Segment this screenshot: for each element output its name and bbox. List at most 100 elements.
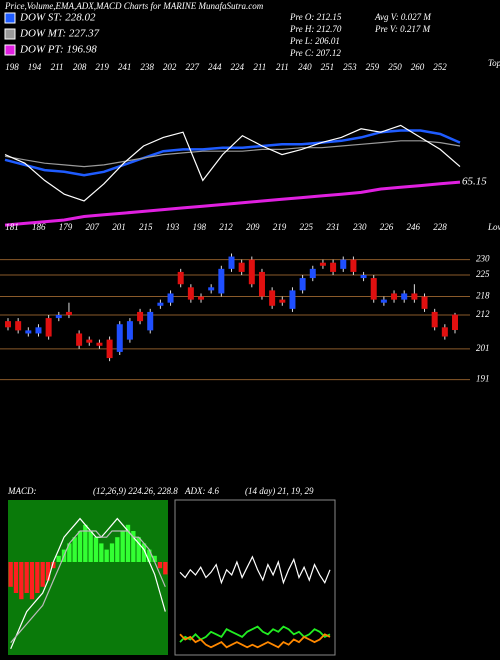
low-label: 226 [380,222,394,232]
panel-subtitle: (12,26,9) 224.26, 228.8 [93,486,178,496]
candle-body [452,314,458,331]
histogram-bar [24,562,29,593]
stat: Avg V: 0.027 M [374,12,431,22]
top-label: 260 [411,62,425,72]
histogram-bar [115,537,120,562]
panel-title: MACD: [7,486,37,496]
candle-body [411,293,418,300]
candle-body [431,311,438,328]
histogram-bar [40,562,45,587]
histogram-bar [77,531,83,562]
candle-body [319,262,326,266]
top-label: 238 [140,62,154,72]
candle-body [228,256,235,269]
lows-title: Lows [487,222,500,232]
candle-body [309,268,316,279]
top-label: 227 [185,62,199,72]
histogram-bar [35,562,40,593]
adx-line [179,633,331,649]
ema-line [4,180,461,227]
macd-line [10,530,166,643]
legend-label: DOW PT: 196.98 [19,44,97,56]
candle-body [350,259,357,272]
stat: Pre C: 207.12 [289,48,341,58]
candle-body [340,259,347,269]
low-label: 201 [112,222,126,232]
histogram-bar [56,555,61,562]
histogram-bar [67,543,72,562]
histogram-bar [72,537,77,562]
top-label: 251 [321,62,335,72]
histogram-bar [45,562,51,581]
candle-body [218,268,225,294]
top-label: 259 [366,62,380,72]
histogram-bar [120,531,125,562]
legend-label: DOW MT: 227.37 [19,28,100,40]
candle-body [248,259,255,285]
low-label: 207 [86,222,100,232]
stat: Pre O: 212.15 [289,12,342,22]
candle-body [360,275,367,279]
candle-body [441,327,448,337]
histogram-bar [29,562,35,600]
panel-title: ADX: 4.6 [184,486,219,496]
candle-body [289,290,296,309]
legend-label: DOW ST: 228.02 [19,12,96,24]
low-label: 212 [219,222,233,232]
top-label: 241 [118,62,132,72]
candle-body [35,327,42,334]
histogram-bar [19,562,24,600]
low-label: 246 [407,222,421,232]
top-label: 253 [343,62,357,72]
histogram-bar [163,562,168,575]
legend-swatch [4,12,16,24]
macd-line [10,517,166,650]
histogram-bar [157,562,163,569]
panel-subtitle: (14 day) 21, 19, 29 [245,486,314,496]
stat: Pre H: 212.70 [289,24,342,34]
candle-body [330,262,337,272]
low-label: 198 [193,222,207,232]
top-label: 211 [276,62,289,72]
histogram-bar [109,543,115,562]
candle-body [65,311,72,315]
ema-line [4,140,461,168]
candle-body [126,321,133,340]
candle-body [370,278,377,300]
top-label: 250 [388,62,402,72]
histogram-bar [125,524,131,562]
histogram-bar [99,543,104,562]
candle-body [15,321,22,331]
candle-body [25,330,32,334]
candle-body [116,324,123,352]
page-title: Price,Volume,EMA,ADX,MACD Charts for MAR… [4,1,264,11]
legend-swatch [4,28,16,40]
candle-body [401,293,408,300]
candle-body [45,318,52,337]
low-label: 179 [59,222,73,232]
candle-body [137,311,144,322]
top-label: 224 [231,62,245,72]
stat: Pre V: 0.217 M [374,24,431,34]
candle-body [238,262,245,272]
candle-body [147,311,154,331]
histogram-bar [51,562,56,569]
top-label: 198 [5,62,19,72]
top-label: 208 [73,62,87,72]
candle-body [96,342,103,346]
candle-body [380,299,387,303]
histogram-bar [152,555,157,562]
low-label: 225 [300,222,314,232]
low-label: 181 [5,222,19,232]
annotation: 65.15 [462,176,487,188]
adx-line [179,555,331,585]
histogram-bar [131,531,136,562]
candle-body [208,287,215,291]
candle-body [5,321,11,328]
histogram-bar [88,531,93,562]
y-tick-label: 201 [476,343,490,353]
low-label: 219 [273,222,287,232]
candle-body [177,271,184,285]
